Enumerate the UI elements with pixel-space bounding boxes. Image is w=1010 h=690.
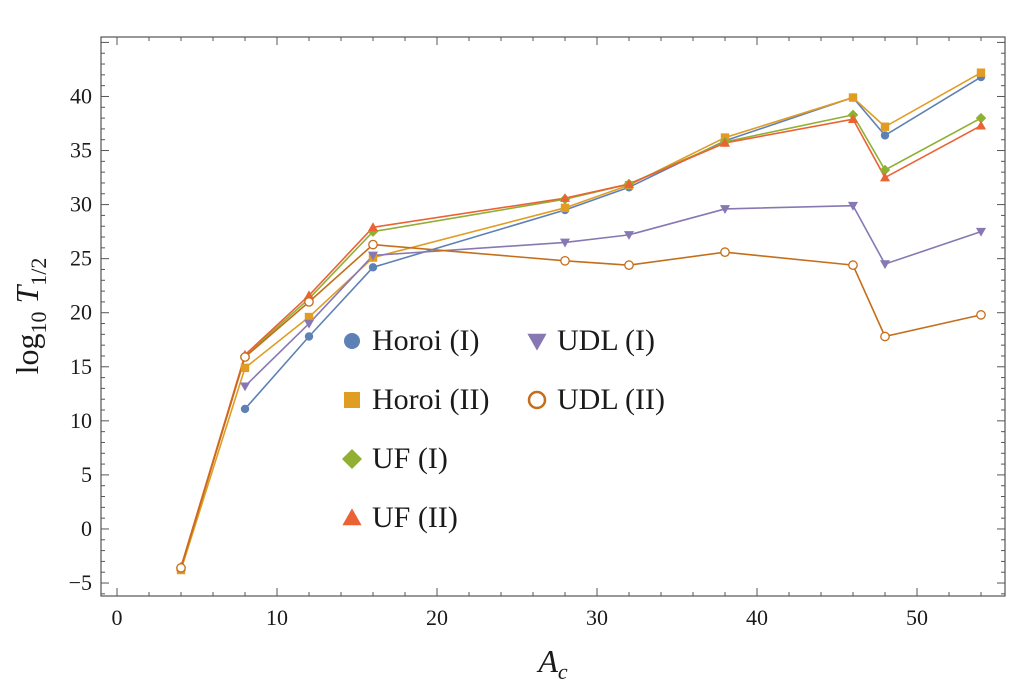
series-line-0 [244, 76, 982, 410]
data-point [240, 363, 250, 373]
axis-ticks [101, 37, 1005, 596]
data-point [368, 263, 378, 272]
y-tick-label: 30 [70, 192, 92, 217]
data-point [624, 260, 634, 270]
data-point [560, 255, 570, 266]
legend-marker [344, 392, 360, 408]
series-line-5 [180, 243, 982, 569]
data-point [368, 239, 378, 250]
x-tick-label: 20 [426, 605, 448, 630]
data-point [303, 319, 315, 329]
series-line-1 [180, 71, 982, 571]
legend-item: UDL (I) [527, 324, 655, 357]
x-axis-title-main: A [536, 643, 558, 679]
y-tick-label: 40 [70, 83, 92, 108]
data-point [879, 260, 891, 270]
x-axis-title-sub: c [558, 659, 568, 684]
legend-label: Horoi (II) [372, 383, 489, 416]
x-tick-label: 0 [112, 605, 123, 630]
data-point [240, 404, 250, 414]
y-tick-label: 35 [70, 138, 92, 163]
data-point [239, 382, 251, 392]
data-point [719, 137, 731, 147]
data-point [975, 227, 987, 237]
legend-marker [342, 449, 362, 469]
y-tick-label: 25 [70, 246, 92, 271]
y-axis-title-log: log [9, 334, 45, 375]
data-point [367, 251, 379, 261]
data-point [720, 247, 730, 258]
legend-label: UDL (I) [557, 324, 655, 357]
legend-label: UF (II) [372, 501, 458, 534]
data-point [879, 172, 891, 182]
data-point [560, 203, 570, 213]
x-tick-label: 10 [266, 605, 288, 630]
data-point [975, 112, 987, 124]
legend-marker [342, 508, 362, 526]
legend-item: Horoi (II) [344, 383, 489, 416]
data-point [304, 312, 314, 322]
y-tick-label: 5 [81, 462, 92, 487]
legend-item: UDL (II) [527, 383, 665, 416]
y-tick-label: −5 [69, 570, 92, 595]
data-point [880, 122, 890, 131]
data-point [559, 193, 571, 202]
data-point [367, 222, 379, 232]
legend-marker [527, 333, 547, 351]
y-axis-title-log-sub: 10 [26, 312, 51, 334]
data-point [304, 297, 314, 307]
data-point [848, 93, 858, 102]
y-axis-title: log10 T1/2 [9, 258, 51, 375]
legend: Horoi (I) Horoi (II) UF (I) UF (II) UDL (I) U… [342, 324, 665, 534]
tick-labels: 0 10 20 30 40 50 −5 0 5 10 15 20 25 30 35 40 [69, 83, 928, 630]
legend-item: Horoi (I) [344, 324, 479, 357]
data-point [240, 352, 250, 362]
series-markers [175, 68, 987, 575]
data-point [975, 120, 987, 130]
data-point [176, 563, 186, 573]
x-axis-title: Ac [536, 643, 568, 684]
data-point [623, 179, 635, 188]
y-tick-label: 10 [70, 408, 92, 433]
data-point [847, 201, 859, 211]
data-point [848, 260, 858, 270]
legend-marker [527, 390, 547, 410]
data-point [880, 131, 890, 140]
series-line-3 [180, 118, 982, 568]
data-point [559, 238, 571, 248]
plot-frame [100, 36, 1006, 597]
data-point [976, 68, 986, 77]
x-tick-label: 30 [586, 605, 608, 630]
data-point [304, 332, 314, 341]
data-point [880, 331, 890, 342]
data-point [623, 231, 635, 240]
y-axis-title-var-sub: 1/2 [26, 258, 51, 286]
legend-label: UF (I) [372, 442, 448, 475]
y-tick-label: 20 [70, 300, 92, 325]
x-tick-label: 50 [906, 605, 928, 630]
data-point [719, 205, 731, 214]
legend-item: UF (I) [342, 442, 448, 475]
data-point [303, 290, 315, 300]
series-lines [180, 71, 982, 571]
legend-marker [344, 333, 360, 349]
data-point [847, 114, 859, 123]
y-tick-label: 0 [81, 516, 92, 541]
legend-item: UF (II) [342, 501, 458, 534]
series-line-4 [244, 204, 982, 387]
x-tick-label: 40 [746, 605, 768, 630]
legend-label: UDL (II) [557, 383, 665, 416]
data-point [879, 164, 891, 176]
y-tick-label: 15 [70, 354, 92, 379]
y-axis-title-var: T [9, 284, 45, 304]
legend-label: Horoi (I) [372, 324, 479, 357]
data-point [976, 310, 986, 320]
